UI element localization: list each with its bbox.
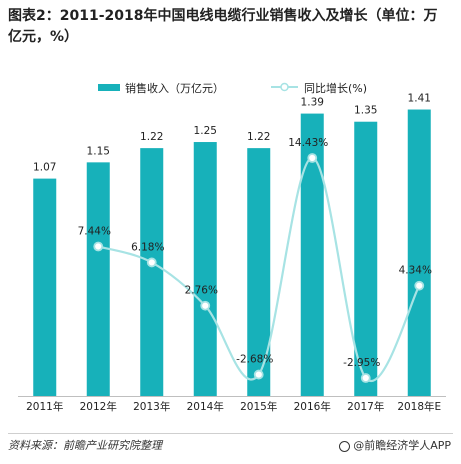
bars-group: 1.07 1.15 1.22 1.25 1.22 1.39 1.35 1.41: [33, 93, 431, 397]
brand-logo-icon: [339, 440, 351, 452]
bar-value-label: 1.35: [354, 105, 377, 117]
x-tick-label: 2014年: [187, 400, 224, 413]
brand-credit: @前瞻经济学人APP: [339, 438, 451, 454]
x-tick-label: 2011年: [26, 400, 63, 413]
x-tick-label: 2013年: [133, 400, 170, 413]
bar-2017年: [354, 121, 378, 396]
bar-2012年: [86, 162, 110, 396]
growth-point-2013年: [146, 257, 157, 268]
growth-value-label: 7.44%: [78, 225, 111, 237]
growth-point-2017年: [360, 373, 371, 383]
chart-title: 图表2：2011-2018年中国电线电缆行业销售收入及增长（单位：万亿元，%）: [8, 8, 438, 45]
bar-value-label: 1.25: [194, 125, 217, 137]
bar-2016年: [300, 113, 324, 396]
bar-value-label: 1.22: [247, 131, 270, 143]
x-tick-label: 2017年: [347, 400, 384, 413]
growth-value-label: 14.43%: [288, 137, 328, 149]
bar-value-label: 1.15: [87, 145, 110, 157]
bar-2015年: [247, 148, 271, 396]
legend-bar-label: 销售收入（万亿元）: [125, 81, 224, 95]
growth-value-label: -2.95%: [343, 357, 380, 369]
bar-value-label: 1.41: [408, 93, 431, 105]
x-tick-label: 2016年: [294, 400, 331, 413]
bar-2018年E: [407, 109, 431, 397]
growth-point-2012年: [93, 241, 104, 252]
growth-value-label: 2.76%: [185, 285, 218, 297]
growth-point-2015年: [253, 369, 264, 380]
footer-divider: [8, 433, 453, 434]
growth-value-label: -2.68%: [236, 354, 273, 366]
source-note: 资料来源：前瞻产业研究院整理: [8, 439, 162, 452]
bar-2014年: [193, 142, 217, 396]
bar-value-label: 1.07: [33, 162, 56, 174]
chart-legend: 销售收入（万亿元） 同比增长(%): [98, 81, 367, 95]
x-tick-label: 2018年E: [397, 400, 441, 413]
growth-value-label: 6.18%: [131, 241, 164, 253]
legend-line-marker: [280, 82, 289, 92]
bar-2013年: [140, 148, 164, 396]
bar-2011年: [33, 178, 57, 396]
x-axis: 2011年 2012年 2013年 2014年 2015年 2016年 2017年 2018年…: [18, 396, 446, 413]
legend-line-label: 同比增长(%): [304, 81, 367, 95]
brand-text: @前瞻经济学人APP: [353, 439, 451, 452]
bar-value-label: 1.22: [140, 131, 163, 143]
growth-value-label: 4.34%: [399, 265, 432, 277]
growth-line-group: 7.44% 6.18% 2.76% -2.68% 14.43% -2.95% 4.34%: [78, 137, 432, 383]
growth-point-2016年: [307, 153, 318, 163]
growth-point-2018年E: [414, 280, 425, 291]
x-tick-label: 2012年: [80, 400, 117, 413]
bar-value-label: 1.39: [301, 97, 324, 109]
x-tick-label: 2015年: [240, 400, 277, 413]
growth-point-2014年: [200, 300, 211, 311]
legend-bar-swatch: [98, 84, 120, 91]
